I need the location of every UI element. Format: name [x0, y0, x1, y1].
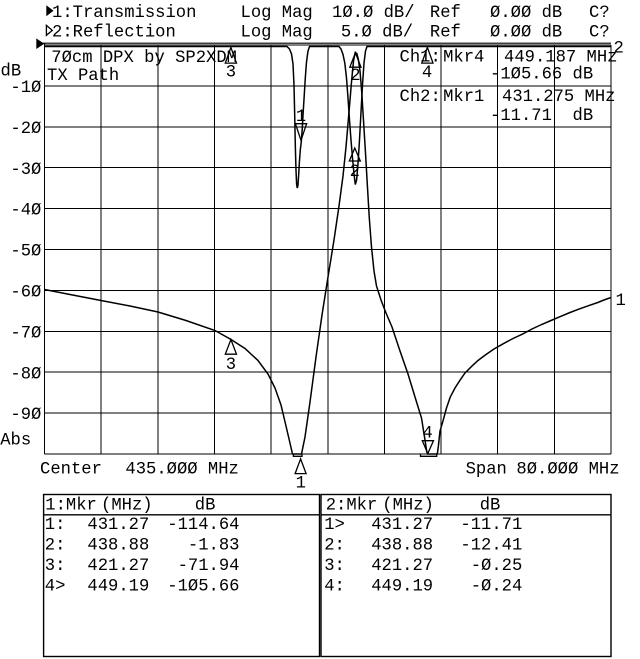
svg-text:-1Ø5.66 dB: -1Ø5.66 dB — [490, 66, 593, 85]
svg-text:1Ø.Ø dB/: 1Ø.Ø dB/ — [332, 4, 415, 23]
svg-text:1: 1 — [296, 108, 306, 127]
svg-text:-Ø.24: -Ø.24 — [471, 578, 523, 597]
svg-text:-9Ø: -9Ø — [10, 406, 41, 425]
svg-text:4: 4 — [422, 64, 432, 83]
svg-text:-12.41: -12.41 — [460, 537, 522, 556]
svg-text:-4Ø: -4Ø — [10, 202, 41, 221]
svg-text:-2Ø: -2Ø — [10, 120, 41, 139]
svg-text:435.ØØØ MHz: 435.ØØØ MHz — [125, 461, 238, 480]
svg-text:dB: dB — [195, 497, 216, 516]
svg-text:5.Ø dB/: 5.Ø dB/ — [341, 23, 413, 42]
svg-text:2:: 2: — [45, 537, 66, 556]
svg-text:-1Ø5.66: -1Ø5.66 — [167, 578, 239, 597]
svg-text:4: 4 — [422, 424, 432, 443]
svg-text:dB: dB — [480, 497, 501, 516]
svg-text:-8Ø: -8Ø — [10, 365, 41, 384]
svg-text:-11.71: -11.71 — [460, 516, 522, 535]
svg-text:C?: C? — [589, 23, 610, 42]
svg-text:Ch1:: Ch1: — [400, 48, 441, 67]
svg-text:2:Mkr: 2:Mkr — [326, 497, 378, 516]
svg-text:421.27: 421.27 — [87, 557, 149, 576]
svg-text:449.19: 449.19 — [371, 578, 433, 597]
svg-text:-11.71 dB: -11.71 dB — [490, 107, 593, 126]
svg-text:Span: Span — [466, 461, 507, 480]
svg-text:-71.94: -71.94 — [178, 557, 240, 576]
svg-text:dB: dB — [1, 63, 22, 82]
svg-text:-1Ø: -1Ø — [10, 79, 41, 98]
svg-text:C?: C? — [589, 4, 610, 23]
svg-text:3: 3 — [226, 64, 236, 83]
svg-text:4>: 4> — [45, 578, 66, 597]
svg-text:Mkr4: Mkr4 — [443, 48, 484, 67]
svg-text:-7Ø: -7Ø — [10, 324, 41, 343]
svg-text:-1.83: -1.83 — [188, 537, 240, 556]
svg-text:Ref: Ref — [430, 23, 461, 42]
svg-text:Log Mag: Log Mag — [241, 4, 313, 23]
svg-text:438.88: 438.88 — [371, 537, 433, 556]
svg-text:Ch2:: Ch2: — [400, 88, 441, 107]
svg-text:2: 2 — [350, 67, 360, 86]
svg-text:-6Ø: -6Ø — [10, 284, 41, 303]
svg-text:1: 1 — [296, 475, 306, 494]
svg-text:7Øcm DPX by SP2XDM: 7Øcm DPX by SP2XDM — [51, 49, 237, 68]
svg-text:-3Ø: -3Ø — [10, 161, 41, 180]
svg-text:(MHz): (MHz) — [382, 497, 434, 516]
svg-text:Ø.ØØ dB: Ø.ØØ dB — [490, 4, 562, 23]
svg-text:1:Transmission: 1:Transmission — [52, 4, 196, 23]
svg-text:Mkr1: Mkr1 — [443, 88, 484, 107]
svg-text:431.275 MHz: 431.275 MHz — [502, 88, 615, 107]
svg-text:449.19: 449.19 — [87, 578, 149, 597]
svg-text:Center: Center — [40, 461, 102, 480]
svg-text:TX Path: TX Path — [47, 67, 119, 86]
svg-text:1:Mkr: 1:Mkr — [45, 497, 97, 516]
svg-text:-5Ø: -5Ø — [10, 243, 41, 262]
svg-text:1>: 1> — [324, 516, 345, 535]
svg-text:Ø.ØØ dB: Ø.ØØ dB — [490, 23, 562, 42]
svg-text:1:: 1: — [45, 516, 66, 535]
svg-text:431.27: 431.27 — [371, 516, 433, 535]
svg-text:-114.64: -114.64 — [167, 516, 239, 535]
svg-text:8Ø.ØØØ MHz: 8Ø.ØØØ MHz — [516, 461, 619, 480]
svg-text:449.187 MHz: 449.187 MHz — [504, 48, 617, 67]
svg-text:421.27: 421.27 — [371, 557, 433, 576]
svg-text:3: 3 — [226, 356, 236, 375]
svg-text:438.88: 438.88 — [87, 537, 149, 556]
svg-text:2: 2 — [350, 163, 360, 182]
svg-text:(MHz): (MHz) — [101, 497, 153, 516]
svg-text:-Ø.25: -Ø.25 — [471, 557, 523, 576]
svg-text:Ref: Ref — [430, 4, 461, 23]
svg-text:2:Reflection: 2:Reflection — [52, 23, 176, 42]
svg-text:2: 2 — [614, 39, 624, 58]
svg-text:Abs: Abs — [0, 432, 31, 451]
svg-text:1: 1 — [616, 292, 626, 311]
svg-text:3:: 3: — [324, 557, 345, 576]
svg-text:Log Mag: Log Mag — [241, 23, 313, 42]
svg-text:431.27: 431.27 — [87, 516, 149, 535]
svg-text:3:: 3: — [45, 557, 66, 576]
svg-text:4:: 4: — [324, 578, 345, 597]
svg-text:2:: 2: — [324, 537, 345, 556]
